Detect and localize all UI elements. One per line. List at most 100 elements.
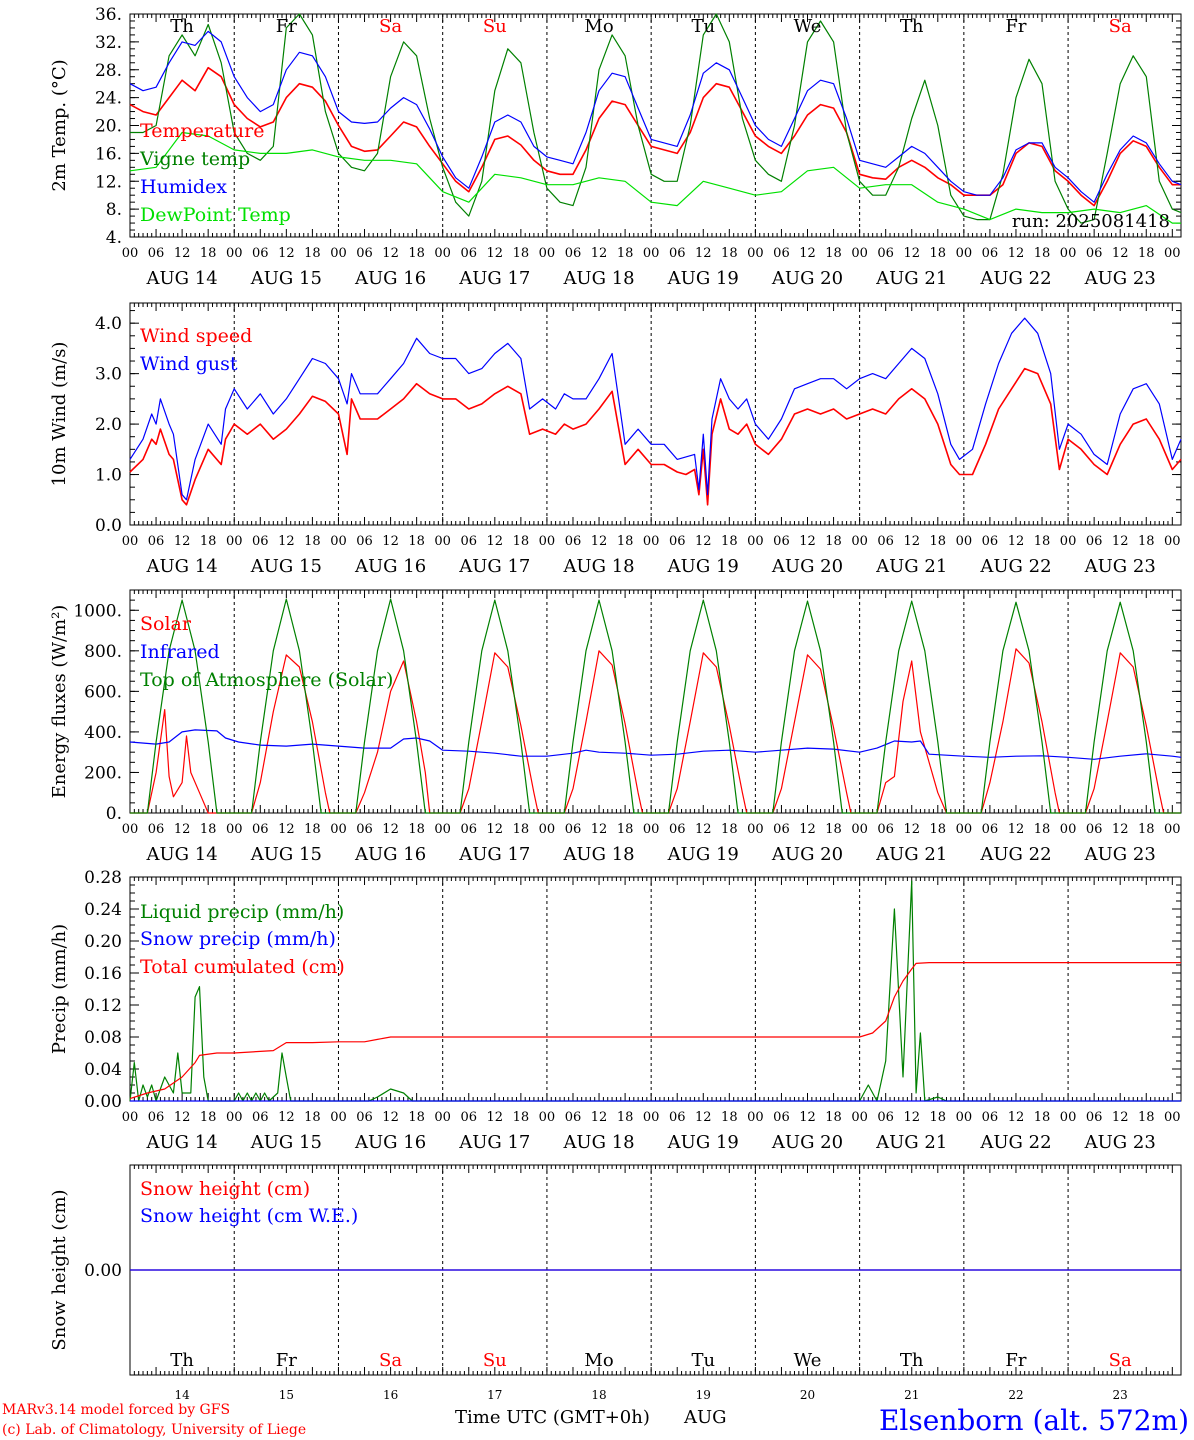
series-line-top-of-atmosphere-solar-: [130, 598, 1181, 814]
hour-tick-label: 18: [930, 534, 947, 549]
hour-tick-label: 00: [539, 534, 556, 549]
series-line-dewpoint-temp: [129, 131, 1181, 224]
hour-tick-label: 12: [799, 822, 816, 837]
hour-tick-label: 12: [591, 822, 608, 837]
date-label: AUG 18: [562, 556, 634, 577]
hour-tick-label: 18: [1138, 534, 1155, 549]
hour-tick-label: 18: [930, 1110, 947, 1125]
series-line-infrared: [129, 729, 1182, 760]
hour-tick-label: 18: [200, 1110, 217, 1125]
hour-tick-label: 06: [877, 534, 894, 549]
hour-tick-label: 06: [669, 822, 686, 837]
date-label: AUG 14: [146, 268, 218, 289]
hour-tick-label: 12: [1112, 534, 1129, 549]
hour-tick-label: 00: [643, 246, 660, 261]
date-label: AUG 17: [458, 556, 530, 577]
hour-tick-label: 12: [382, 246, 399, 261]
hour-tick-label: 12: [591, 534, 608, 549]
y-tick-label: 4.: [106, 228, 122, 248]
date-label: AUG 20: [771, 268, 843, 289]
day-name-top: Mo: [584, 16, 613, 37]
legend-entry: Top of Atmosphere (Solar): [140, 669, 393, 691]
panel-4: 00 06 12 18 00 06 12 18 00 06 12 18 00 06 12 18 00 06 12 18…: [49, 868, 1182, 1153]
y-tick-label: 4.0: [95, 314, 122, 334]
hour-tick-label: 00: [434, 1110, 451, 1125]
hour-tick-label: 18: [408, 1110, 425, 1125]
y-tick-label: 0.24: [84, 900, 122, 920]
hour-tick-label: 00: [1164, 246, 1181, 261]
hour-tick-label: 06: [565, 822, 582, 837]
date-label: AUG 16: [354, 268, 426, 289]
hour-tick-label: 12: [487, 246, 504, 261]
hour-tick-label: 12: [278, 822, 295, 837]
date-label: AUG 23: [1084, 556, 1156, 577]
hour-tick-label: 18: [617, 246, 634, 261]
hour-tick-label: 12: [278, 246, 295, 261]
series-line-humidex: [129, 30, 1182, 203]
date-label: AUG 19: [667, 556, 739, 577]
day-name-bottom: Mo: [584, 1350, 613, 1371]
hour-tick-label: 12: [174, 534, 191, 549]
hour-tick-label: 06: [460, 822, 477, 837]
day-number: 23: [1113, 1388, 1128, 1402]
panel-frame: [129, 589, 1182, 814]
month-label: AUG: [683, 1407, 727, 1428]
legend-entry: Liquid precip (mm/h): [140, 901, 344, 923]
hour-tick-label: 06: [773, 1110, 790, 1125]
hour-tick-label: 18: [408, 246, 425, 261]
hour-tick-label: 06: [148, 822, 165, 837]
y-tick-label: 1000.: [73, 601, 122, 621]
hour-tick-label: 18: [1138, 822, 1155, 837]
series-line-temperature: [129, 66, 1181, 207]
hour-tick-label: 18: [825, 534, 842, 549]
day-number: 16: [383, 1388, 398, 1402]
y-tick-label: 28.: [95, 61, 122, 81]
hour-tick-label: 00: [956, 534, 973, 549]
hour-tick-label: 12: [1008, 246, 1025, 261]
legend-entry: Snow height (cm W.E.): [140, 1205, 358, 1227]
hour-tick-label: 12: [799, 1110, 816, 1125]
hour-tick-label: 18: [1034, 246, 1051, 261]
hour-tick-label: 18: [825, 1110, 842, 1125]
hour-tick-label: 00: [539, 246, 556, 261]
date-label: AUG 18: [562, 844, 634, 865]
legend-entry: Snow height (cm): [140, 1178, 310, 1200]
hour-tick-label: 18: [930, 822, 947, 837]
hour-tick-label: 06: [669, 246, 686, 261]
hour-tick-label: 12: [174, 246, 191, 261]
hour-tick-label: 18: [721, 1110, 738, 1125]
hour-tick-label: 18: [304, 246, 321, 261]
legend-entry: Snow precip (mm/h): [140, 928, 336, 950]
hour-tick-label: 12: [695, 1110, 712, 1125]
y-tick-label: 0.00: [84, 1092, 122, 1112]
day-number: 14: [174, 1388, 190, 1402]
legend-entry: Total cumulated (cm): [140, 956, 345, 978]
day-name-bottom: Th: [170, 1350, 194, 1371]
day-number: 22: [1008, 1388, 1023, 1402]
y-axis-label: 10m Wind (m/s): [49, 342, 70, 487]
hour-tick-label: 12: [278, 1110, 295, 1125]
hour-tick-label: 12: [487, 534, 504, 549]
hour-tick-label: 12: [174, 822, 191, 837]
hour-tick-label: 18: [513, 822, 530, 837]
y-tick-label: 0.00: [84, 1261, 122, 1281]
hour-tick-label: 06: [460, 534, 477, 549]
day-name-bottom: Sa: [379, 1350, 402, 1371]
hour-tick-label: 00: [643, 534, 660, 549]
hour-tick-label: 00: [330, 246, 347, 261]
hour-tick-label: 06: [356, 1110, 373, 1125]
hour-tick-label: 06: [773, 534, 790, 549]
hour-tick-label: 00: [956, 822, 973, 837]
hour-tick-label: 18: [513, 534, 530, 549]
date-label: AUG 15: [250, 844, 322, 865]
hour-tick-label: 12: [278, 534, 295, 549]
hour-tick-label: 06: [982, 822, 999, 837]
hour-tick-label: 00: [122, 534, 139, 549]
date-label: AUG 19: [667, 268, 739, 289]
date-label: AUG 15: [250, 556, 322, 577]
date-label: AUG 19: [667, 1132, 739, 1153]
hour-tick-label: 12: [903, 1110, 920, 1125]
y-tick-label: 0.20: [84, 932, 122, 952]
y-axis-label: Snow height (cm): [49, 1189, 70, 1350]
